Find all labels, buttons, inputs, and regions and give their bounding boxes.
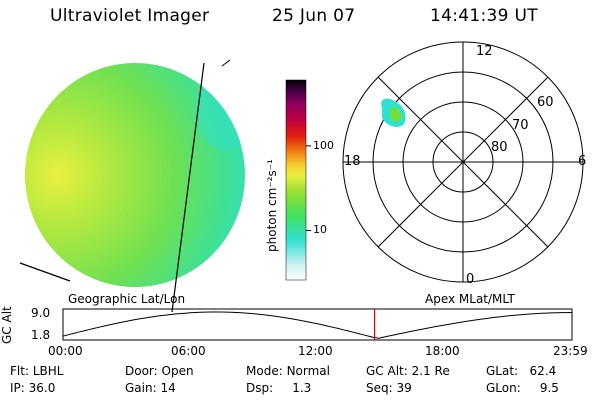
instrument-title: Ultraviolet Imager (50, 6, 210, 26)
glat-label: GLat: (486, 364, 519, 378)
gc-alt-value: 2.1 Re (411, 364, 450, 378)
mlt-label-0: 0 (466, 272, 475, 287)
date-label: 25 Jun 07 (272, 6, 356, 26)
colorbar-tick-label-10: 10 (313, 223, 327, 237)
door-value: Open (161, 364, 194, 378)
mlat-label-80: 80 (491, 140, 508, 155)
gain-info: Gain: 14 (125, 381, 176, 395)
gain-label: Gain: (125, 381, 157, 395)
filter-value: LBHL (32, 364, 64, 378)
door-info: Door: Open (125, 364, 194, 378)
time-label: 14:41:39 UT (430, 6, 538, 26)
mlat-label-70: 70 (512, 118, 529, 133)
glat-info: GLat: 62.4 (486, 364, 556, 378)
ip-label: IP: (10, 381, 25, 395)
timeline-x-tick-2359: 23:59 (553, 344, 588, 358)
door-label: Door: (125, 364, 158, 378)
glat-value: 62.4 (529, 364, 557, 378)
mode-label: Mode: (246, 364, 283, 378)
mlat-label-60: 60 (537, 95, 554, 110)
timeline-frame (62, 308, 573, 341)
dsp-label: Dsp: (246, 381, 274, 395)
limb-line (19, 262, 71, 282)
timeline-x-tick-0600: 06:00 (171, 344, 206, 358)
timeline-y-tick-top: 9.0 (31, 306, 51, 320)
dsp-info: Dsp: 1.3 (246, 381, 311, 395)
gc-alt-curve (62, 311, 573, 339)
filter-info: Flt: LBHL (10, 364, 63, 378)
mlt-label-12: 12 (476, 44, 493, 59)
polar-diagonal-2 (377, 76, 549, 248)
dsp-value: 1.3 (292, 381, 312, 395)
polar-plot (342, 41, 584, 283)
filter-label: Flt: (10, 364, 29, 378)
mode-info: Mode: Normal (246, 364, 330, 378)
timeline-panel (62, 308, 573, 341)
colorbar-tick-label-100: 100 (313, 138, 334, 152)
aurora-patch-core (390, 107, 402, 122)
colorbar-unit-label: photon cm⁻²s⁻¹ (265, 159, 279, 252)
timeline-left-label: Geographic Lat/Lon (68, 292, 186, 306)
terminator-tick (221, 59, 231, 67)
gc-alt-info: GC Alt: 2.1 Re (366, 364, 450, 378)
timeline-x-tick-1200: 12:00 (298, 344, 333, 358)
gc-alt-label: GC Alt: (366, 364, 408, 378)
mlt-label-6: 6 (578, 154, 587, 169)
ip-info: IP: 36.0 (10, 381, 55, 395)
ip-value: 36.0 (28, 381, 56, 395)
seq-value: 39 (396, 381, 412, 395)
glon-info: GLon: 9.5 (486, 381, 559, 395)
uv-limb-upper (195, 70, 245, 150)
seq-info: Seq: 39 (366, 381, 412, 395)
uv-disk-image (19, 59, 245, 313)
timeline-x-tick-0000: 00:00 (48, 344, 83, 358)
mlt-label-18: 18 (344, 154, 361, 169)
mode-value: Normal (286, 364, 330, 378)
timeline-y-axis-label: GC Alt (0, 306, 14, 344)
seq-label: Seq: (366, 381, 393, 395)
colorbar-ticks (306, 145, 311, 231)
timeline-y-tick-bottom: 1.8 (31, 328, 51, 342)
terminator-line (171, 62, 205, 313)
glon-label: GLon: (486, 381, 521, 395)
gain-value: 14 (160, 381, 176, 395)
colorbar (285, 79, 307, 281)
timeline-right-label: Apex MLat/MLT (425, 292, 515, 306)
glon-value: 9.5 (539, 381, 559, 395)
timeline-x-tick-1800: 18:00 (425, 344, 460, 358)
